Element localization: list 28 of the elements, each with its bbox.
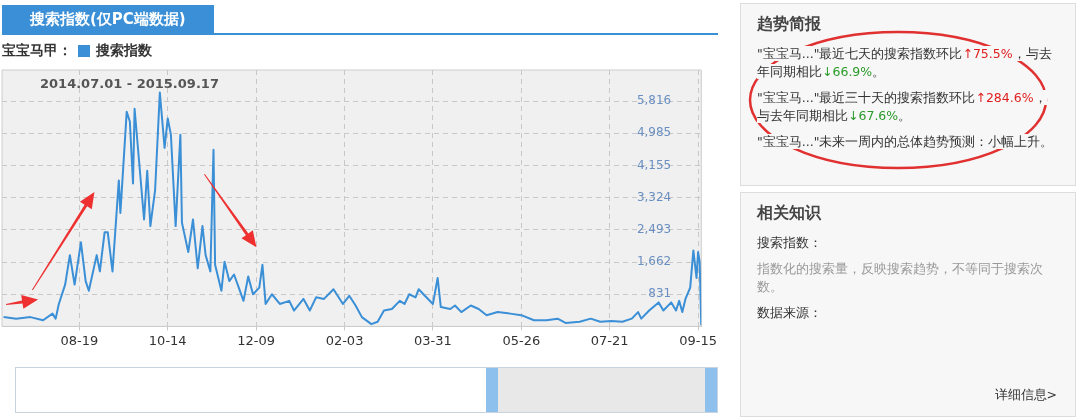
x-tick-label: 12-09 [237,332,276,348]
x-tick-label: 03-31 [414,332,452,348]
x-tick-label: 10-14 [148,332,187,348]
text: "宝宝马..."最近三十天的搜索指数环比↑284.6%，与去年同期相比↓67.6%。 [757,90,1047,123]
legend-label: 搜索指数 [96,42,152,60]
y-tick-label: 1,662 [636,254,672,269]
x-tick-label: 05-26 [502,332,541,348]
text: 搜索指数： [757,234,823,252]
x-tick-label: 09-15 [679,332,717,348]
legend-title: 宝宝马甲： [2,42,72,60]
text: "宝宝马..."未来一周内的总体趋势预测：小幅上升。 [757,134,1054,149]
y-tick-label: 4,985 [636,125,672,140]
text: 指数化的搜索量，反映搜索趋势，不等同于搜索次数。 [757,260,1044,296]
text: 2014.07.01 - 2015.09.17 [40,76,219,91]
text: 详细信息> [994,386,1057,404]
y-tick-label: 3,324 [636,189,672,204]
y-tick-label: 4,155 [636,157,672,172]
text: 相关知识 [757,203,822,224]
y-tick-label: 2,493 [636,221,672,236]
text: "宝宝马..."最近七天的搜索指数环比↑75.5%，与去年同期相比↓66.9%。 [757,46,1052,79]
x-tick-label: 07-21 [590,332,629,348]
text: 趋势简报 [757,14,822,35]
x-tick-label: 02-03 [325,332,364,348]
y-tick-label: 831 [648,286,672,301]
x-tick-label: 08-19 [60,332,99,348]
y-tick-label: 5,816 [636,93,672,108]
chart-title: 搜索指数(仅PC端数据) [2,5,214,33]
source-note: 数据来源： [757,304,823,322]
